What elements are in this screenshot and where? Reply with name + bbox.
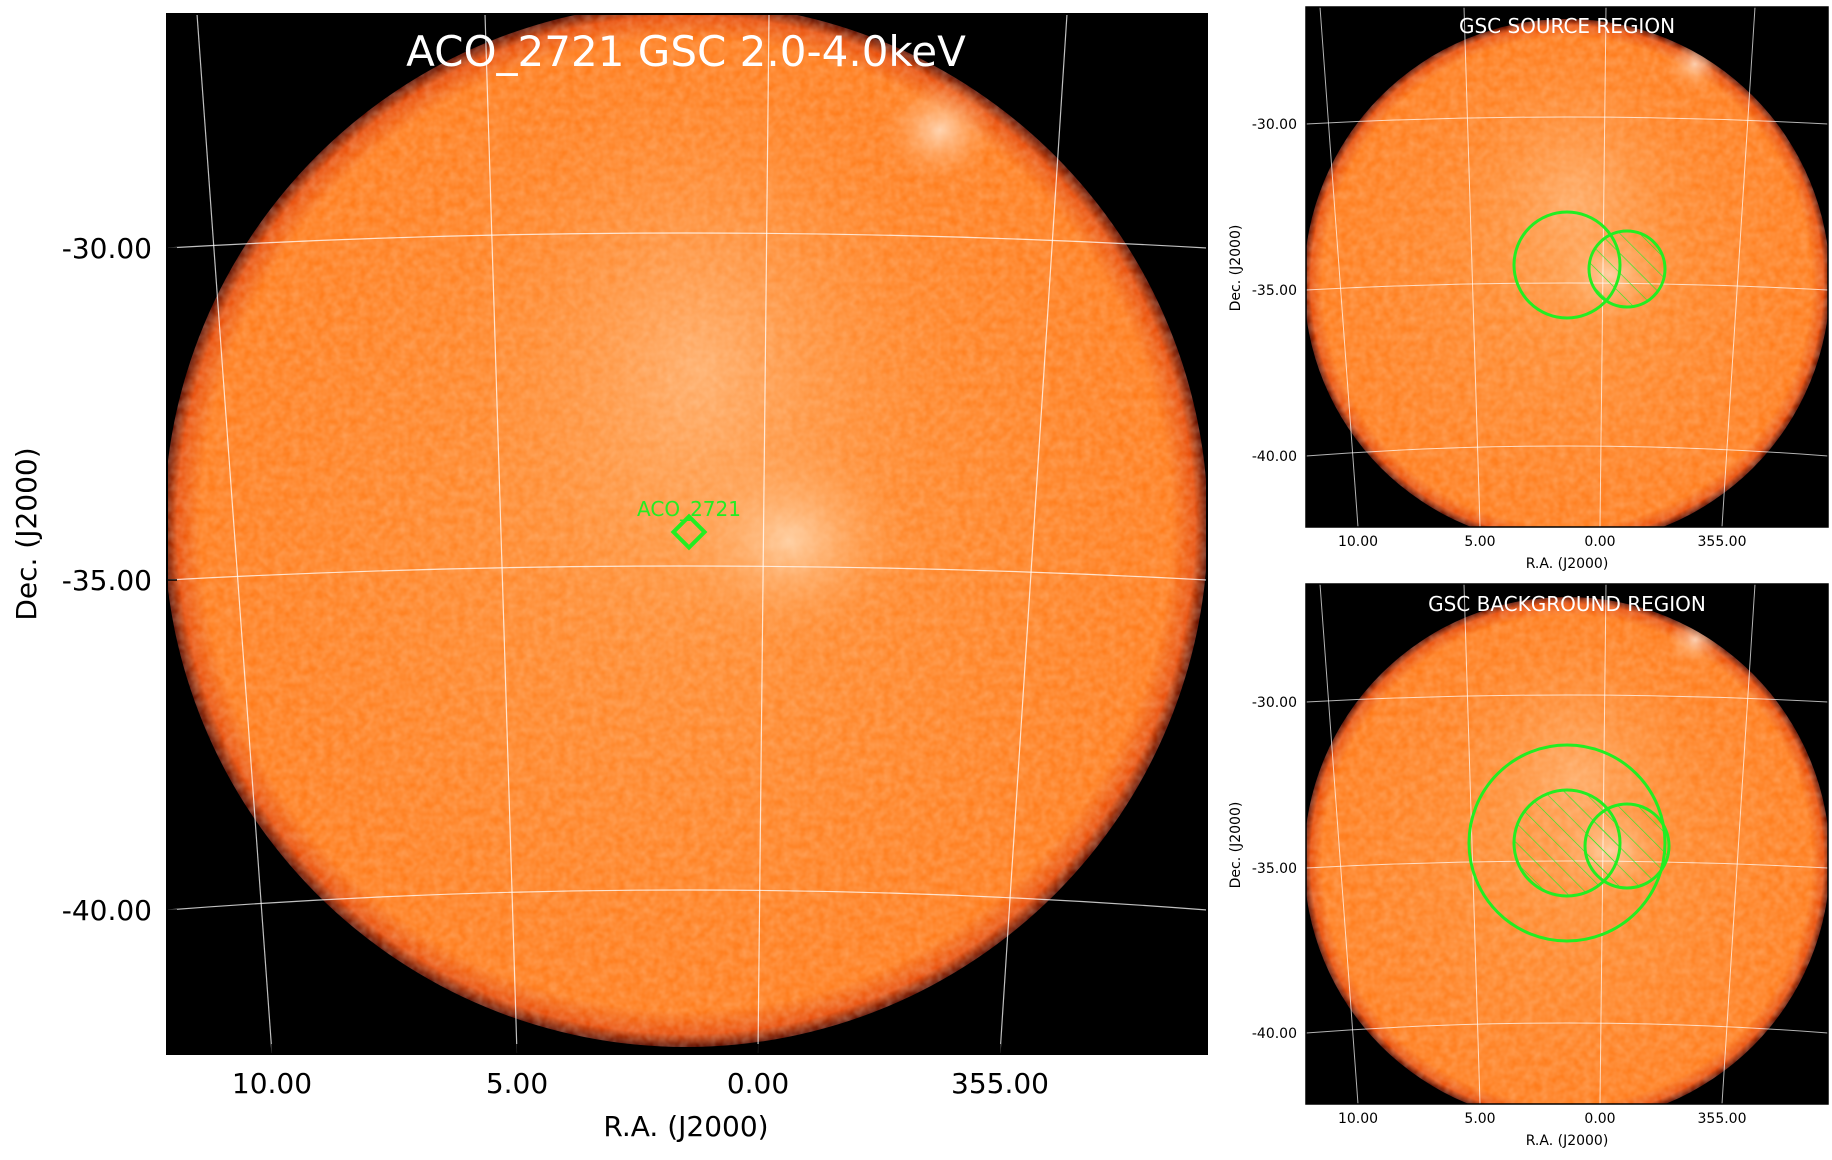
main-frame — [166, 13, 1208, 1055]
background-x-tick-label: 10.00 — [1338, 1111, 1378, 1127]
background-panel-title: GSC BACKGROUND REGION — [1428, 592, 1706, 616]
background-y-tick-label: -30.00 — [1252, 695, 1297, 711]
background-x-tick-label: 5.00 — [1464, 1111, 1495, 1127]
main-grid-ra-10 — [196, 14, 273, 1054]
main-panel: ACO_2721 GSC 2.0-4.0keV ACO_2721 -30.00 … — [10, 13, 1208, 1143]
main-grid-dec-40 — [167, 889, 1207, 911]
main-bright-source — [885, 80, 995, 180]
source-frame — [1305, 6, 1829, 528]
main-y-tick-label: -30.00 — [62, 232, 152, 265]
main-x-tick-label: 0.00 — [727, 1067, 789, 1100]
background-x-tick-label: 355.00 — [1698, 1111, 1747, 1127]
background-y-tick-label: -40.00 — [1252, 1026, 1297, 1042]
main-grid-ra-5 — [484, 14, 518, 1054]
source-x-tick-label: 5.00 — [1464, 534, 1495, 550]
main-cluster-emission — [670, 440, 910, 640]
source-y-tick-label: -30.00 — [1252, 117, 1297, 133]
source-x-tick-label: 0.00 — [1584, 534, 1615, 550]
main-source-label: ACO_2721 — [637, 497, 741, 521]
background-y-tick-label: -35.00 — [1252, 861, 1297, 877]
main-tick-marks — [167, 247, 1001, 1054]
main-grid-ra-355 — [999, 14, 1068, 1054]
source-coordinate-grid — [1306, 7, 1828, 527]
background-region-panel: GSC BACKGROUND REGION -30.00 -35.00 -40.… — [1228, 583, 1829, 1149]
background-excluded-secondary-circle — [1583, 802, 1671, 890]
main-y-tick-label: -40.00 — [62, 894, 152, 927]
main-y-axis-label: Dec. (J2000) — [10, 447, 43, 620]
background-y-axis-label: Dec. (J2000) — [1228, 802, 1244, 889]
source-x-axis-label: R.A. (J2000) — [1526, 556, 1609, 572]
source-y-tick-label: -35.00 — [1252, 283, 1297, 299]
source-y-tick-label: -40.00 — [1252, 449, 1297, 465]
main-grid-dec-35 — [167, 565, 1207, 581]
source-exclusion-circle — [1587, 229, 1667, 309]
background-x-tick-label: 0.00 — [1584, 1111, 1615, 1127]
main-coordinate-grid — [167, 14, 1207, 1054]
main-title: ACO_2721 GSC 2.0-4.0keV — [406, 27, 966, 76]
main-grid-dec-30 — [167, 232, 1207, 249]
background-frame — [1305, 583, 1829, 1105]
main-x-tick-label: 355.00 — [951, 1067, 1049, 1100]
source-panel-title: GSC SOURCE REGION — [1459, 14, 1675, 38]
main-source-marker — [670, 513, 708, 551]
source-region-panel: GSC SOURCE REGION -30.00 -35.00 -40.00 1… — [1228, 6, 1829, 572]
source-y-axis-label: Dec. (J2000) — [1228, 225, 1244, 312]
source-x-tick-label: 355.00 — [1698, 534, 1747, 550]
main-y-tick-label: -35.00 — [62, 564, 152, 597]
main-x-tick-label: 10.00 — [232, 1067, 312, 1100]
background-x-axis-label: R.A. (J2000) — [1526, 1133, 1609, 1149]
main-x-axis-label: R.A. (J2000) — [603, 1110, 768, 1143]
main-x-tick-label: 5.00 — [486, 1067, 548, 1100]
background-coordinate-grid — [1306, 584, 1828, 1104]
main-grid-ra-0 — [757, 14, 770, 1054]
source-x-tick-label: 10.00 — [1338, 534, 1378, 550]
